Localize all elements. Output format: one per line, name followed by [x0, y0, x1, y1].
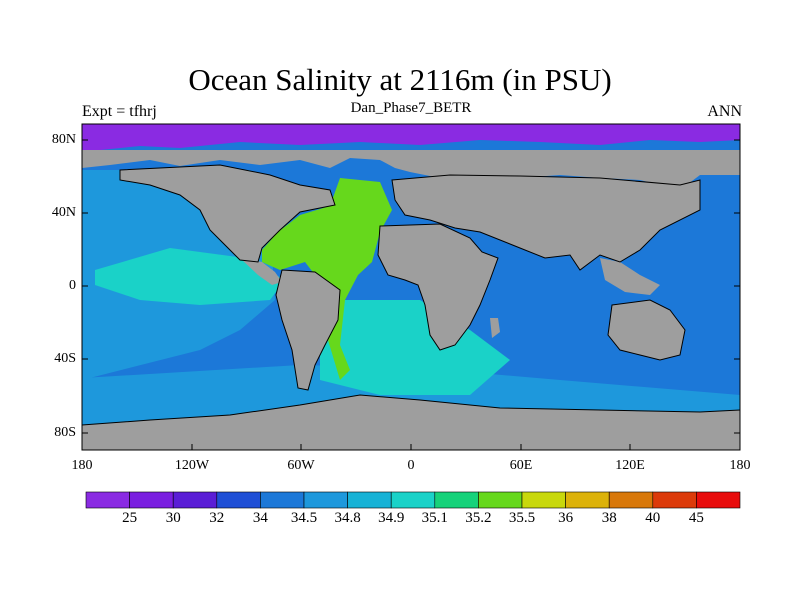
colorbar-label: 34.5: [290, 510, 318, 526]
colorbar-label: 45: [688, 510, 704, 526]
arctic-ocean-region: [82, 124, 740, 150]
colorbar-swatch: [303, 491, 348, 509]
experiment-label: Expt = tfhrj: [82, 103, 157, 120]
colorbar-swatch: [565, 491, 610, 509]
colorbar-label: 30: [165, 510, 181, 526]
map-title: Ocean Salinity at 2116m (in PSU): [188, 62, 612, 97]
colorbar-swatch: [347, 491, 392, 509]
colorbar: [85, 491, 741, 509]
lat-label-40s: 40S: [54, 351, 76, 366]
lon-label-60w: 60W: [287, 458, 315, 473]
colorbar-label: 32: [209, 510, 225, 526]
south-atlantic-region: [320, 300, 510, 395]
lat-label-40n: 40N: [51, 205, 76, 220]
colorbar-swatch: [434, 491, 479, 509]
colorbar-label: 25: [122, 510, 138, 526]
longitude-ticks: [81, 444, 741, 450]
season-label: ANN: [707, 103, 742, 120]
colorbar-label: 34.9: [378, 510, 405, 526]
colorbar-swatch: [172, 491, 218, 509]
land-masses: [82, 150, 740, 450]
colorbar-label: 35.1: [421, 510, 448, 526]
latitude-ticks: [82, 139, 740, 434]
colorbar-label: 35.5: [508, 510, 536, 526]
lon-label-60e: 60E: [509, 458, 533, 473]
lon-label-0: 0: [407, 458, 415, 473]
lat-label-80n: 80N: [51, 132, 76, 147]
colorbar-swatch: [85, 491, 130, 509]
colorbar-label: 36: [558, 510, 574, 526]
colorbar-swatch: [696, 491, 741, 509]
lon-label-120w: 120W: [174, 458, 210, 473]
colorbar-label: 40: [645, 510, 661, 526]
colorbar-label: 35.2: [465, 510, 492, 526]
colorbar-swatch: [521, 491, 566, 509]
colorbar-swatch: [129, 491, 174, 509]
coastlines: [82, 164, 740, 426]
colorbar-label: 34: [252, 510, 268, 526]
lon-label-120e: 120E: [615, 458, 645, 473]
colorbar-swatch: [390, 491, 436, 509]
lat-label-80s: 80S: [54, 425, 76, 440]
colorbar-swatch: [608, 491, 654, 509]
lon-label-180w: 180: [71, 458, 93, 473]
colorbar-swatch: [652, 491, 697, 509]
lat-label-0: 0: [69, 278, 76, 293]
colorbar-swatch: [478, 491, 523, 509]
colorbar-swatch: [260, 491, 305, 509]
lon-label-180e: 180: [729, 458, 751, 473]
colorbar-swatch: [216, 491, 261, 509]
tropical-pacific-region: [95, 248, 285, 305]
map-subtitle: Dan_Phase7_BETR: [350, 100, 472, 116]
north-atlantic-region: [262, 178, 392, 380]
colorbar-label: 34.8: [334, 510, 361, 526]
colorbar-label: 38: [601, 510, 617, 526]
